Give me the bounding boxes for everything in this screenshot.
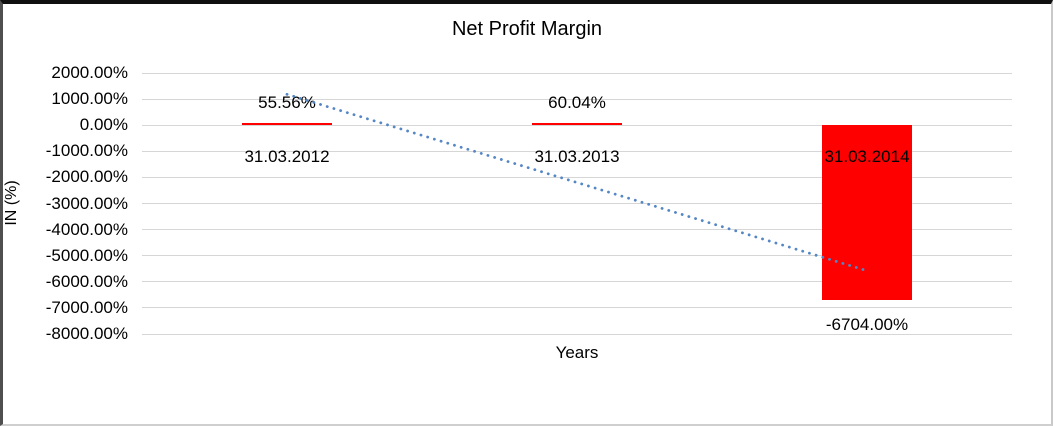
data-label: 55.56%: [258, 93, 316, 113]
data-label: 60.04%: [548, 93, 606, 113]
y-axis-tick-label: -6000.00%: [45, 271, 128, 291]
data-label: -6704.00%: [825, 315, 909, 335]
gridline: [142, 72, 1012, 74]
gridline: [142, 333, 1012, 335]
y-axis-tick-label: -7000.00%: [45, 297, 128, 317]
trendline-dotted: [285, 92, 869, 273]
y-axis-tick-label: -3000.00%: [45, 193, 128, 213]
y-axis-tick-label: -5000.00%: [45, 245, 128, 265]
y-axis-tick-label: 2000.00%: [51, 63, 128, 82]
category-label: 31.03.2013: [534, 147, 620, 166]
y-axis-tick-label: -4000.00%: [45, 219, 128, 239]
x-axis-title: Years: [555, 343, 599, 362]
y-axis-tick-label: -1000.00%: [45, 141, 128, 161]
gridline: [142, 281, 1012, 283]
bar-31.03.2012: [242, 123, 332, 126]
y-axis-tick-label: 1000.00%: [51, 89, 128, 109]
y-axis-tick-label: 0.00%: [79, 115, 128, 135]
category-label: 31.03.2012: [244, 147, 330, 166]
gridline: [142, 307, 1012, 309]
bar-31.03.2013: [532, 123, 622, 126]
category-label: 31.03.2014: [824, 147, 910, 166]
y-axis-tick-label: -2000.00%: [45, 167, 128, 187]
chart-title: Net Profit Margin: [451, 18, 603, 40]
y-axis-tick-label: -8000.00%: [45, 324, 128, 343]
